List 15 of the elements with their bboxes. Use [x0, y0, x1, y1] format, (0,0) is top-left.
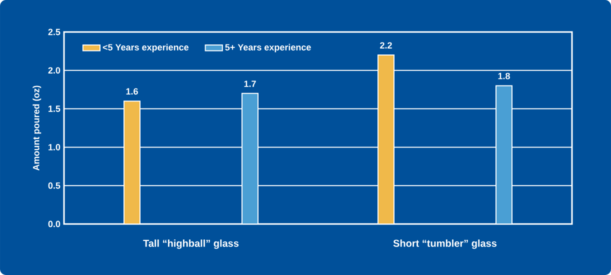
- data-label: 1.8: [498, 72, 510, 80]
- y-tick-label: 0.5: [48, 182, 60, 189]
- data-label: 1.6: [126, 88, 138, 95]
- data-label: 2.2: [380, 42, 392, 48]
- y-tick-label: 1.5: [48, 106, 60, 112]
- y-axis-title: Amount poured (oz): [32, 86, 42, 171]
- y-tick-label: 1.0: [48, 144, 60, 150]
- data-label: 1.7: [244, 80, 256, 87]
- x-tick-label: Short “tumbler” glass: [393, 240, 497, 249]
- y-tick-label: 0.0: [48, 220, 60, 228]
- legend-label: 5+ Years experience: [225, 44, 311, 52]
- x-tick-label: Tall “highball” glass: [143, 240, 239, 249]
- legend-label: <5 Years experience: [102, 44, 189, 52]
- y-tick-label: 2.0: [48, 67, 60, 74]
- y-tick-label: 2.5: [48, 28, 60, 36]
